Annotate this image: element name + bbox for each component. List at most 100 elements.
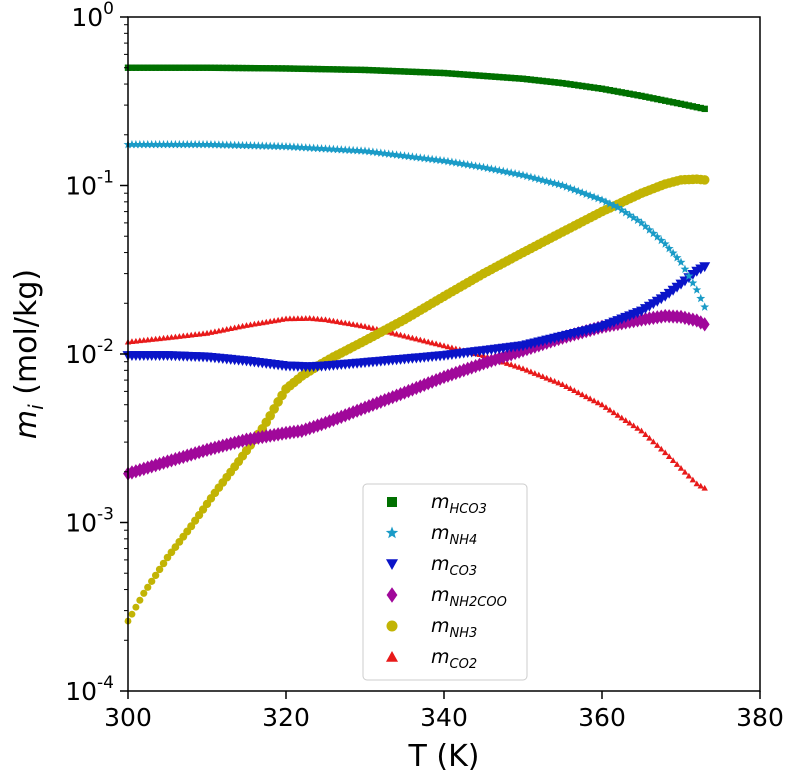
data-point [243, 64, 250, 72]
data-point [401, 332, 408, 339]
legend-label: mNH3 [431, 615, 477, 641]
data-point [373, 67, 381, 74]
data-point [253, 141, 263, 150]
x-tick-label: 320 [262, 703, 310, 732]
data-point [464, 71, 471, 78]
x-tick-label: 300 [104, 703, 152, 732]
data-point [321, 144, 330, 153]
data-point [567, 385, 574, 392]
data-point [688, 278, 698, 287]
data-point [456, 70, 463, 78]
data-point [579, 82, 586, 90]
data-point [701, 484, 708, 491]
data-point [551, 378, 558, 384]
data-point [586, 395, 594, 402]
data-point [472, 72, 479, 79]
data-point [586, 83, 594, 91]
data-point [423, 154, 433, 163]
data-point [684, 271, 694, 280]
data-point [444, 343, 452, 350]
data-point [136, 64, 144, 71]
data-point [530, 173, 540, 183]
series-co3 [122, 262, 711, 373]
data-point [269, 141, 279, 151]
data-point [364, 146, 374, 156]
data-point [492, 73, 499, 80]
data-point [302, 65, 309, 73]
data-point [618, 414, 625, 421]
legend-entry-nh2coo: mNH2COO [386, 584, 507, 610]
data-point [452, 70, 460, 78]
data-point [259, 65, 266, 72]
data-point [444, 70, 452, 77]
legend-marker [386, 559, 398, 570]
data-point [380, 148, 390, 158]
data-point [460, 71, 467, 78]
data-point [609, 200, 619, 210]
legend-label: mNH4 [431, 522, 477, 548]
data-point [660, 239, 670, 248]
data-point [313, 143, 323, 153]
data-point [392, 150, 402, 159]
data-point [176, 64, 183, 71]
data-point [342, 66, 349, 73]
data-point [309, 143, 319, 153]
data-point [448, 70, 456, 77]
data-point [415, 153, 425, 162]
data-point [507, 361, 515, 368]
data-point [598, 85, 606, 92]
data-point [673, 461, 681, 467]
data-point [677, 465, 685, 471]
data-point [405, 68, 412, 75]
data-point [381, 67, 388, 74]
data-point [626, 419, 633, 426]
data-point [504, 74, 511, 81]
data-point [167, 139, 176, 149]
data-point [322, 66, 329, 73]
data-point [155, 565, 164, 574]
data-point [132, 64, 140, 71]
data-point [215, 64, 223, 72]
data-point [642, 431, 649, 438]
data-point [637, 218, 646, 227]
data-point [571, 387, 578, 394]
data-point [531, 370, 539, 376]
data-point [496, 73, 503, 81]
data-point [278, 65, 286, 72]
data-point [618, 89, 625, 96]
data-point [269, 404, 279, 414]
data-point [361, 323, 369, 329]
data-point [219, 64, 226, 72]
data-point [407, 152, 417, 161]
data-point [617, 205, 627, 214]
data-point [535, 371, 542, 378]
data-point [135, 139, 145, 149]
data-point [630, 91, 637, 98]
data-point [330, 317, 337, 324]
data-point [396, 150, 405, 160]
data-point [515, 364, 523, 370]
data-point [384, 149, 394, 158]
data-point [614, 411, 621, 418]
legend-entry-hco3: mHCO3 [387, 491, 487, 517]
data-point [625, 210, 635, 219]
data-point [511, 362, 519, 369]
data-point [230, 140, 240, 150]
data-point [385, 67, 392, 75]
x-tick-label: 380 [736, 703, 784, 732]
data-point [267, 65, 274, 72]
data-point [542, 176, 552, 186]
data-point [565, 183, 575, 193]
data-point [388, 149, 398, 159]
data-point [246, 141, 255, 150]
data-point [306, 65, 313, 73]
data-point [476, 72, 483, 79]
data-point [180, 64, 187, 71]
data-point [409, 68, 416, 76]
data-point [143, 139, 153, 149]
series-co2 [124, 315, 708, 491]
data-point [699, 175, 710, 185]
data-point [527, 368, 535, 375]
data-point [338, 319, 345, 325]
data-point [397, 68, 404, 75]
